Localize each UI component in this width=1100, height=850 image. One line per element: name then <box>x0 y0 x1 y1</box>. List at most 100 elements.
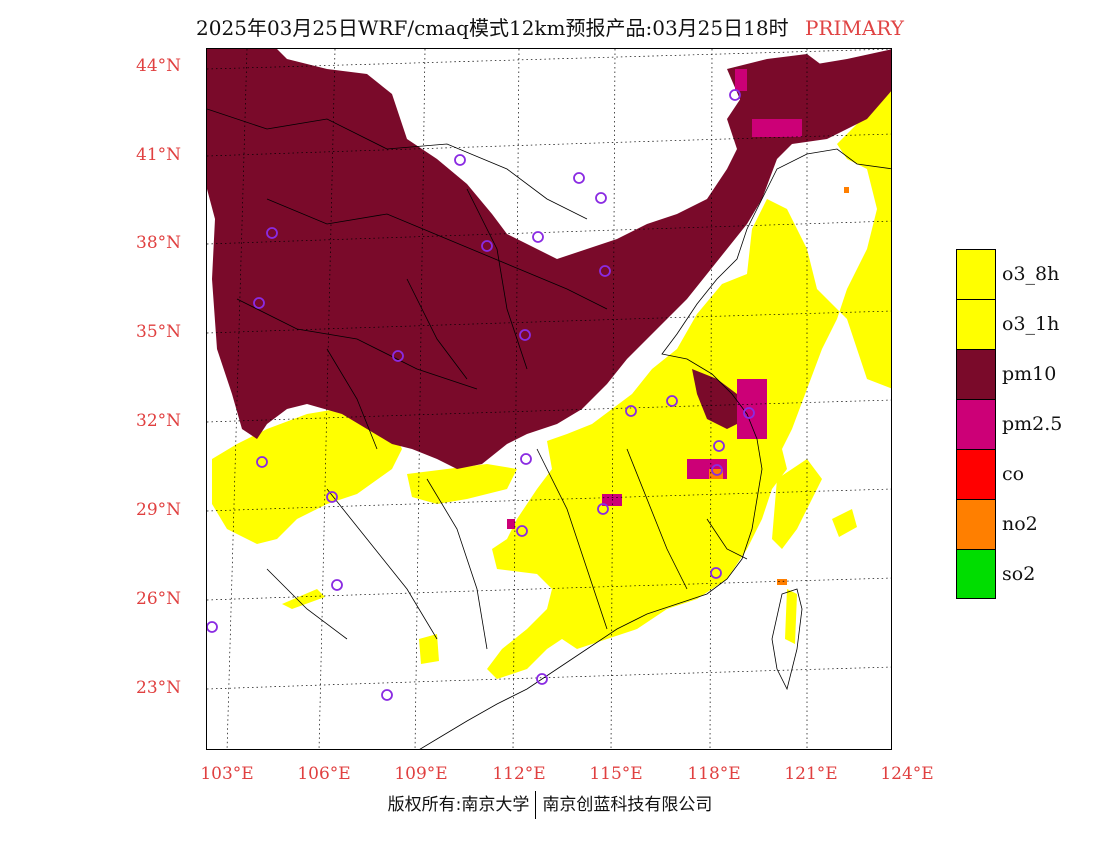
station-marker <box>666 395 678 407</box>
pm10-area-north <box>207 49 891 469</box>
o3-area-west <box>212 409 402 544</box>
o3-area-taiwan <box>785 589 797 644</box>
legend-item-pm10: pm10 <box>956 349 1086 399</box>
legend-item-no2: no2 <box>956 499 1086 549</box>
legend-item-co: co <box>956 449 1086 499</box>
lat-label-26: 26°N <box>136 589 182 609</box>
pm10-area-top-block <box>292 67 322 89</box>
station-marker <box>481 240 493 252</box>
copyright-credit: 版权所有:南京大学 南京创蓝科技有限公司 <box>0 790 1100 819</box>
station-marker <box>595 192 607 204</box>
graticule-lat-29 <box>207 488 891 512</box>
map-title: 2025年03月25日WRF/cmaq模式12km预报产品:03月25日18时 … <box>0 12 1100 41</box>
legend-swatch <box>956 249 996 299</box>
pm25-spot-1 <box>735 69 747 91</box>
legend-label: no2 <box>1002 513 1038 535</box>
lon-label-106: 106°E <box>297 764 351 784</box>
graticule-lon-109 <box>414 49 426 749</box>
station-marker <box>625 405 637 417</box>
lat-label-29: 29°N <box>136 500 182 520</box>
map-frame <box>206 48 892 750</box>
o3-area-east-sea-2 <box>832 509 857 537</box>
graticule-lat-44 <box>207 49 891 70</box>
province-lines <box>207 108 748 650</box>
legend-label: o3_8h <box>1002 263 1060 285</box>
station-marker <box>573 172 585 184</box>
legend: o3_8h o3_1h pm10 pm2.5 co no2 so2 <box>956 249 1086 599</box>
station-marker <box>599 265 611 277</box>
no2-spot-2 <box>777 579 787 585</box>
o3-area-middle-band <box>407 464 517 504</box>
station-marker <box>392 350 404 362</box>
station-marker <box>326 491 338 503</box>
lat-label-32: 32°N <box>136 411 182 431</box>
graticule-lon-106 <box>318 49 336 749</box>
coastline <box>419 148 891 749</box>
lon-label-118: 118°E <box>687 764 741 784</box>
lat-label-23: 23°N <box>136 678 182 698</box>
lat-label-35: 35°N <box>136 322 182 342</box>
legend-item-so2: so2 <box>956 549 1086 599</box>
credit-right: 南京创蓝科技有限公司 <box>542 795 713 815</box>
station-marker <box>516 525 528 537</box>
station-marker <box>711 464 723 476</box>
legend-item-o3-1h: o3_1h <box>956 299 1086 349</box>
lat-label-41: 41°N <box>136 145 182 165</box>
credit-separator <box>535 791 537 819</box>
station-marker <box>743 407 755 419</box>
pm10-area-yangtze <box>692 369 747 429</box>
station-marker <box>532 231 544 243</box>
pm25-spot-5 <box>507 519 515 529</box>
lon-label-112: 112°E <box>492 764 546 784</box>
lon-label-121: 121°E <box>784 764 838 784</box>
station-marker <box>519 329 531 341</box>
graticule-lat-35 <box>207 310 891 334</box>
lon-label-109: 109°E <box>394 764 448 784</box>
graticule-lon-115 <box>610 49 616 749</box>
legend-label: o3_1h <box>1002 313 1060 335</box>
station-marker <box>710 567 722 579</box>
o3-area-east-sea <box>772 459 822 549</box>
legend-swatch <box>956 449 996 499</box>
graticule-lat-32 <box>207 399 891 423</box>
graticule-lon-118 <box>709 49 713 749</box>
lat-label-44: 44°N <box>136 56 182 76</box>
pm10-layer <box>207 49 891 469</box>
station-marker <box>331 579 343 591</box>
legend-label: so2 <box>1002 563 1036 585</box>
graticule-lat-41 <box>207 133 891 157</box>
stations-layer <box>207 89 755 701</box>
graticule-lat-26 <box>207 577 891 601</box>
lat-label-38: 38°N <box>136 233 182 253</box>
credit-left: 版权所有:南京大学 <box>387 795 530 815</box>
pm25-spot-2 <box>752 119 802 137</box>
graticule-lon-103 <box>226 49 248 749</box>
legend-label: pm10 <box>1002 363 1057 385</box>
station-marker <box>520 453 532 465</box>
legend-swatch <box>956 399 996 449</box>
no2-spot-1 <box>709 469 723 479</box>
station-marker <box>454 154 466 166</box>
pm25-layer <box>507 69 802 529</box>
map-title-main: 2025年03月25日WRF/cmaq模式12km预报产品:03月25日18时 <box>196 16 789 40</box>
legend-swatch <box>956 299 996 349</box>
station-marker <box>381 689 393 701</box>
boundaries-layer <box>207 108 891 749</box>
pm10-area-northeast <box>727 54 827 109</box>
legend-label: co <box>1002 463 1025 485</box>
station-marker <box>266 227 278 239</box>
lon-label-115: 115°E <box>589 764 643 784</box>
o3-area-south-1 <box>282 589 325 609</box>
station-marker <box>207 621 218 633</box>
legend-item-pm25: pm2.5 <box>956 399 1086 449</box>
lon-label-124: 124°E <box>880 764 934 784</box>
graticule-lat-38 <box>207 220 891 245</box>
taiwan-outline <box>771 588 803 691</box>
pm25-spot-6 <box>602 494 622 506</box>
map-canvas <box>207 49 891 749</box>
no2-spot-3 <box>844 187 849 193</box>
o3-area-northeast-coast <box>487 63 891 679</box>
station-marker <box>597 503 609 515</box>
legend-item-o3-8h: o3_8h <box>956 249 1086 299</box>
station-marker <box>256 456 268 468</box>
